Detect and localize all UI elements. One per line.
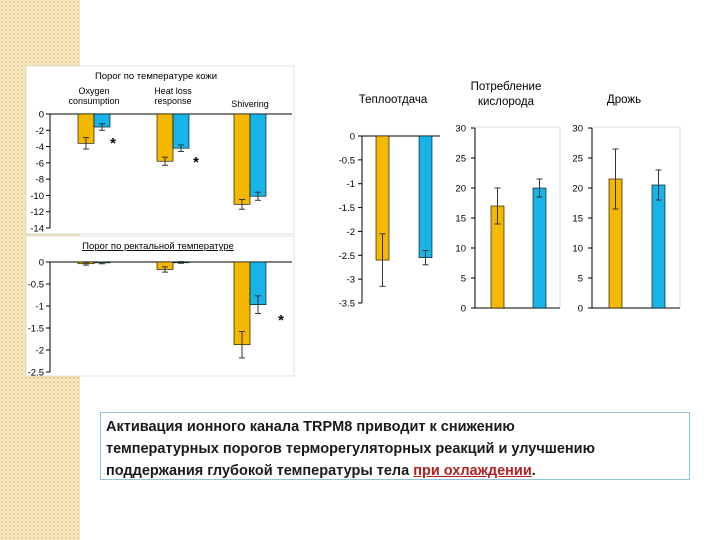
skin-significance-star: * bbox=[110, 135, 116, 152]
oxygen-y-tick-label: 15 bbox=[455, 214, 466, 225]
oxygen-y-tick-label: 10 bbox=[455, 244, 466, 255]
skin-y-tick-label: 0 bbox=[39, 110, 44, 121]
shiver-plot-area bbox=[591, 126, 681, 309]
shiver-y-tick-label: 20 bbox=[572, 184, 583, 195]
skin-category-label: consumption bbox=[68, 96, 119, 106]
skin-y-tick-label: -12 bbox=[30, 207, 44, 218]
caption-box bbox=[100, 412, 690, 480]
skin-y-tick-label: -2 bbox=[36, 126, 44, 137]
rectal-y-tick-label: -0.5 bbox=[28, 280, 44, 291]
skin-category-label: Shivering bbox=[231, 99, 269, 109]
rectal-y-tick-label: -1 bbox=[36, 302, 44, 313]
caption-line-2: температурных порогов терморегуляторных … bbox=[106, 441, 595, 457]
skin-y-tick-label: -4 bbox=[36, 142, 44, 153]
skin-bar-s1-g2 bbox=[156, 113, 174, 162]
rectal-chart-frame bbox=[25, 235, 295, 377]
heat-y-tick-label: -0.5 bbox=[339, 155, 355, 166]
rectal-y-tick-label: -1.5 bbox=[28, 324, 44, 335]
oxygen-y-tick-label: 25 bbox=[455, 154, 466, 165]
heat-y-tick-label: -3.5 bbox=[339, 299, 355, 310]
heat-y-tick-label: -1.5 bbox=[339, 203, 355, 214]
rectal-y-tick-label: 0 bbox=[39, 258, 44, 269]
heat-y-tick-label: -2.5 bbox=[339, 251, 355, 262]
oxygen-y-tick-label: 5 bbox=[461, 274, 466, 285]
rectal-significance-star: * bbox=[278, 312, 284, 329]
skin-y-tick-label: -8 bbox=[36, 175, 44, 186]
rectal-chart-title: Порог по ректальной температуре bbox=[82, 241, 234, 252]
oxygen-chart-title: Потребление bbox=[471, 81, 542, 93]
skin-chart-title: Порог по температуре кожи bbox=[95, 71, 217, 82]
heat-chart-title: Теплоотдача bbox=[359, 94, 428, 106]
shiver-y-tick-label: 15 bbox=[572, 214, 583, 225]
shiver-y-tick-label: 25 bbox=[572, 154, 583, 165]
oxygen-y-tick-label: 20 bbox=[455, 184, 466, 195]
caption-underlined-text: при охлаждении bbox=[413, 463, 532, 479]
skin-y-tick-label: -14 bbox=[30, 224, 44, 235]
shiver-y-tick-label: 5 bbox=[578, 274, 583, 285]
heat-y-tick-label: 0 bbox=[350, 132, 355, 143]
caption-period: . bbox=[531, 463, 536, 479]
skin-bar-s1-g3 bbox=[233, 113, 251, 205]
oxygen-plot-area bbox=[474, 126, 561, 309]
rectal-y-tick-label: -2.5 bbox=[28, 368, 44, 379]
shiver-y-tick-label: 0 bbox=[578, 304, 583, 315]
shiver-y-tick-label: 10 bbox=[572, 244, 583, 255]
skin-significance-star: * bbox=[193, 154, 199, 171]
caption-text: Активация ионного канала TRPM8 приводит … bbox=[106, 416, 686, 482]
skin-y-tick-label: -6 bbox=[36, 158, 44, 169]
heat-y-tick-label: -2 bbox=[347, 227, 355, 238]
rectal-y-tick-label: -2 bbox=[36, 346, 44, 357]
skin-bar-s2-g3 bbox=[249, 113, 267, 197]
heat-bar-s2-g1 bbox=[418, 135, 433, 258]
skin-bar-s2-g2 bbox=[172, 113, 190, 149]
oxygen-chart-title: кислорода bbox=[478, 96, 535, 108]
heat-y-tick-label: -1 bbox=[347, 179, 355, 190]
heat-y-tick-label: -3 bbox=[347, 275, 355, 286]
caption-line-3: поддержания глубокой температуры тела bbox=[106, 463, 414, 479]
oxygen-y-tick-label: 0 bbox=[461, 304, 466, 315]
oxygen-bar-s2-g1 bbox=[532, 187, 547, 309]
shiver-y-tick-label: 30 bbox=[572, 124, 583, 135]
oxygen-y-tick-label: 30 bbox=[455, 124, 466, 135]
skin-y-tick-label: -10 bbox=[30, 191, 44, 202]
caption-line-1: Активация ионного канала TRPM8 приводит … bbox=[106, 419, 515, 435]
shiver-chart-title: Дрожь bbox=[607, 94, 641, 106]
shiver-bar-s2-g1 bbox=[651, 184, 666, 309]
skin-category-label: Oxygen bbox=[78, 86, 109, 96]
skin-category-label: Heat loss bbox=[154, 86, 192, 96]
skin-category-label: response bbox=[154, 96, 191, 106]
